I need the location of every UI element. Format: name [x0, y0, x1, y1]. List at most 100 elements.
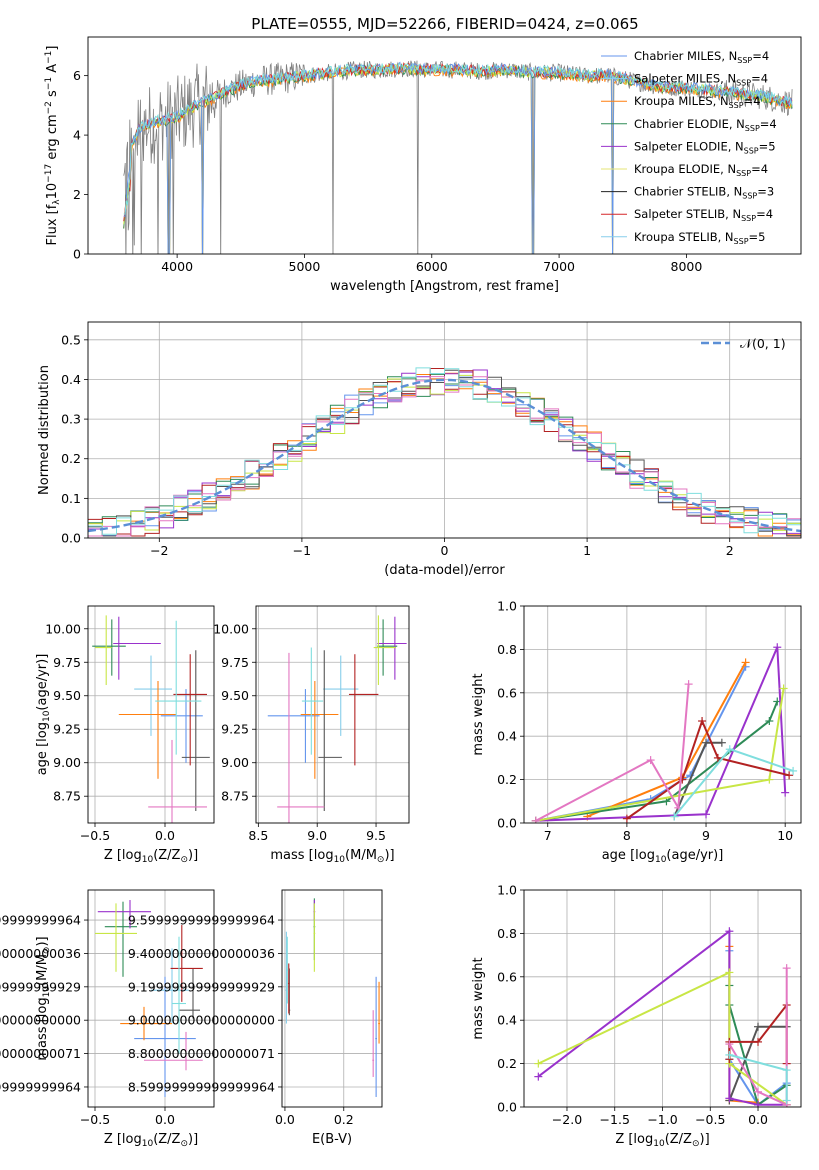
label-part: 10: [42, 710, 52, 722]
x-tick-label: 8000: [671, 259, 703, 274]
y-tick-label: 8.80000000000000071: [0, 1046, 81, 1061]
plot-area: [282, 890, 382, 1107]
y-tick-label: 9.50: [53, 688, 81, 703]
legend-text: Salpeter MILES, N: [634, 72, 736, 86]
y-tick-label: 9.00000000000000000: [0, 1013, 81, 1028]
gaussian-curve: [88, 378, 801, 533]
label-part: )]: [700, 1132, 710, 1147]
label-part: age [log: [35, 722, 50, 775]
label-part: ⊙: [377, 855, 385, 865]
weight-series: [531, 684, 788, 823]
axes-frame: [523, 605, 802, 824]
legend-suffix: =5: [759, 139, 776, 153]
label-part: (age/yr)]: [666, 848, 723, 863]
x-tick-label: −1.5: [600, 1112, 630, 1127]
label-part: −17: [44, 164, 54, 183]
weight-series: [725, 1050, 791, 1105]
y-axis-label: mass weight: [471, 957, 486, 1039]
label-part: Z [log: [104, 1132, 142, 1147]
weight-series: [531, 697, 782, 823]
weight-series: [531, 662, 750, 823]
x-tick-label: −1: [293, 543, 311, 558]
y-tick-label: 9.19999999999999929: [128, 979, 275, 994]
y-tick-label: 9.19999999999999929: [0, 979, 81, 994]
y-tick-label: 10.00: [213, 621, 249, 636]
y-tick-label: 9.00000000000000000: [128, 1013, 275, 1028]
legend-suffix: =3: [757, 185, 774, 199]
legend-text: Salpeter STELIB, N: [634, 207, 741, 221]
label-part: 10: [45, 183, 60, 200]
y-tick-label: 9.25: [53, 722, 81, 737]
panel-residuals: −2 −1 0 1 2 0.0 0.1 0.2 0.3 0.4 0.5 (data-model)/er…: [37, 321, 802, 578]
errorbar-point: [348, 654, 379, 766]
x-tick-label: 2: [726, 543, 734, 558]
legend-label: Chabrier ELODIE, NSSP=4: [634, 117, 777, 133]
x-tick-label: 0.0: [748, 1112, 768, 1127]
label-part: 10: [142, 855, 154, 865]
errorbar-point: [95, 903, 137, 972]
legend-suffix: =4: [756, 207, 773, 221]
label-part: −2: [44, 101, 54, 114]
x-tick-label: −2.0: [552, 1112, 582, 1127]
label-part: Flux [f: [45, 204, 60, 245]
y-tick-label: 9.59999999999999964: [128, 913, 275, 928]
legend-text: Kroupa STELIB, N: [634, 230, 734, 244]
x-tick-label: −0.5: [80, 1112, 110, 1127]
y-tick-label: 0.2: [497, 772, 517, 787]
x-tick-label: 0.0: [155, 828, 175, 843]
y-tick-label: 9.00: [53, 755, 81, 770]
y-tick-label: 9.75: [53, 655, 81, 670]
x-axis-label: Z [log10(Z/Z⊙)]: [104, 848, 198, 865]
label-part: −1: [44, 77, 54, 90]
x-tick-label: 9.5: [366, 828, 386, 843]
label-part: Z [log: [104, 848, 142, 863]
y-tick-label: 6: [73, 68, 81, 83]
y-tick-label: 9.25: [221, 722, 249, 737]
axes-frame: [87, 889, 215, 1108]
x-axis-label: Z [log10(Z/Z⊙)]: [104, 1132, 198, 1149]
legend-label: Kroupa ELODIE, NSSP=4: [634, 162, 768, 178]
errorbar-point: [148, 739, 207, 823]
label-part: ⊙: [692, 1139, 700, 1149]
y-tick-label: 4: [73, 128, 81, 143]
legend-label: Salpeter MILES, NSSP=4: [634, 72, 768, 88]
legend-label: Chabrier STELIB, NSSP=3: [634, 185, 774, 201]
errorbar-point: [155, 620, 202, 755]
label-part: )]: [188, 848, 198, 863]
errorbar-point: [151, 948, 189, 1024]
legend-sub: SSP: [742, 192, 757, 201]
x-tick-label: 9.0: [307, 828, 327, 843]
panel-age_vs_mass: 8.5 9.0 9.5 8.75 9.00 9.25 9.50 9.75 10.00 mass […: [213, 605, 410, 865]
legend-sub: SSP: [736, 169, 751, 178]
y-axis-label: mass weight: [471, 673, 486, 755]
y-axis-label: mass [log10(M/M⊙)]: [35, 936, 52, 1060]
y-tick-label: 0.1: [61, 491, 81, 506]
label-part: (M/M: [345, 848, 377, 863]
x-tick-label: 1: [583, 543, 591, 558]
panel-mass_vs_Z: −0.5 0.0 8.59999999999999964 8.800000000000…: [0, 889, 215, 1149]
x-axis-label: wavelength [Angstrom, rest frame]: [330, 279, 559, 294]
errorbar-point: [144, 1031, 203, 1071]
x-axis-label: (data-model)/error: [384, 563, 505, 578]
x-tick-label: −1.0: [647, 1112, 677, 1127]
errorbar-point: [104, 901, 137, 977]
y-tick-label: 0.2: [497, 1056, 517, 1071]
y-axis-label: age [log10(age/yr)]: [35, 654, 52, 776]
y-tick-label: 9.59999999999999964: [0, 913, 81, 928]
y-tick-label: 8.75: [221, 789, 249, 804]
weight-line: [537, 970, 788, 1106]
axes-frame: [87, 605, 215, 824]
weight-line: [535, 646, 787, 822]
errorbar-point: [181, 650, 210, 811]
y-tick-label: 1.0: [497, 883, 517, 898]
y-tick-label: 0.6: [497, 969, 517, 984]
legend-text: Kroupa ELODIE, N: [634, 162, 736, 176]
y-tick-label: 0.4: [497, 1013, 517, 1028]
errorbar-point: [377, 616, 407, 680]
legend-sub: SSP: [745, 124, 760, 133]
x-tick-label: 0.0: [155, 1112, 175, 1127]
weight-line: [728, 946, 759, 1104]
